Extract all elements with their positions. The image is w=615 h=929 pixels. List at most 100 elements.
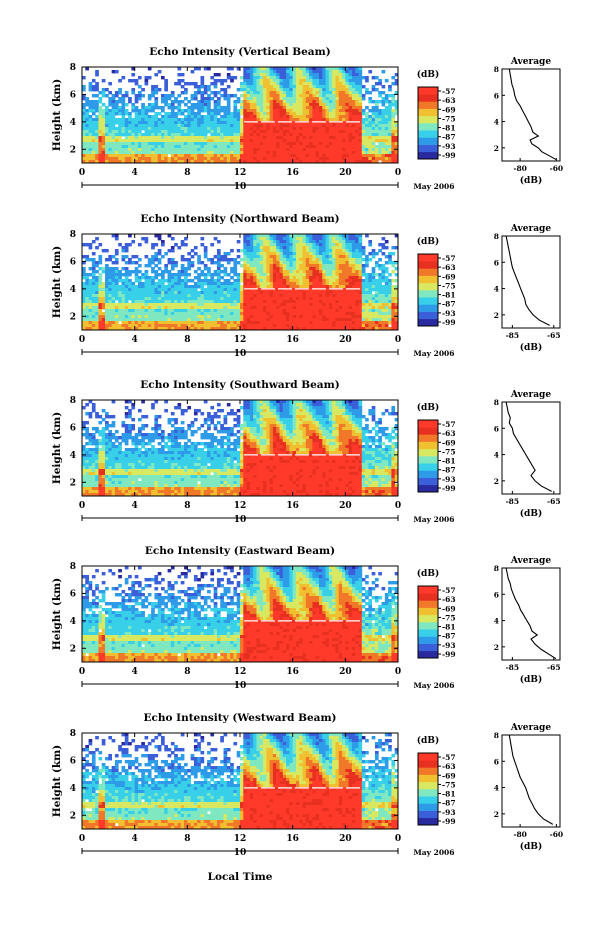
heatmap-cell xyxy=(299,73,303,77)
heatmap-cell xyxy=(358,237,363,241)
heatmap-cell xyxy=(128,327,132,331)
heatmap-cell xyxy=(91,267,96,271)
heatmap-cell xyxy=(243,237,247,241)
heatmap-cell xyxy=(319,288,323,292)
heatmap-cell xyxy=(263,118,267,122)
heatmap-cell xyxy=(111,276,116,280)
heatmap-cell xyxy=(279,270,284,274)
heatmap-cell xyxy=(391,157,396,161)
heatmap-cell xyxy=(279,142,284,146)
heatmap-cell xyxy=(151,157,155,161)
heatmap-cell xyxy=(319,70,323,74)
heatmap-cell xyxy=(374,154,379,158)
heatmap-cell xyxy=(295,288,300,292)
heatmap-cell xyxy=(200,121,205,125)
heatmap-cell xyxy=(82,136,86,140)
heatmap-cell xyxy=(210,127,215,131)
heatmap-cell xyxy=(263,240,267,244)
heatmap-cell xyxy=(111,127,116,131)
heatmap-cell xyxy=(305,67,310,71)
heatmap-cell xyxy=(95,270,99,274)
heatmap-cell xyxy=(338,79,343,83)
heatmap-cell xyxy=(312,318,317,322)
heatmap-cell xyxy=(374,303,379,307)
heatmap-cell xyxy=(154,136,159,140)
heatmap-cell xyxy=(82,151,86,155)
heatmap-cell xyxy=(105,276,109,280)
heatmap-cell xyxy=(249,160,254,164)
heatmap-cell xyxy=(325,237,330,241)
heatmap-cell xyxy=(170,133,175,137)
heatmap-cell xyxy=(157,258,162,262)
heatmap-cell xyxy=(322,112,326,116)
heatmap-cell xyxy=(328,267,333,271)
heatmap xyxy=(82,67,399,164)
heatmap-cell xyxy=(101,118,106,122)
heatmap-cell xyxy=(365,157,369,161)
heatmap-cell xyxy=(289,318,294,322)
heatmap-cell xyxy=(243,243,247,247)
heatmap-cell xyxy=(88,279,93,283)
heatmap-cell xyxy=(348,145,353,149)
heatmap-cell xyxy=(368,273,373,277)
heatmap-cell xyxy=(236,303,241,307)
heatmap-cell xyxy=(276,300,280,304)
heatmap-cell xyxy=(131,261,136,265)
heatmap-cell xyxy=(180,121,185,125)
heatmap-cell xyxy=(263,103,267,107)
heatmap xyxy=(82,234,399,331)
heatmap-cell xyxy=(137,324,142,328)
heatmap-cell xyxy=(302,240,307,244)
heatmap-cell xyxy=(216,79,221,83)
heatmap-cell xyxy=(381,124,386,128)
heatmap-cell xyxy=(128,124,132,128)
heatmap-cell xyxy=(137,327,142,331)
heatmap-cell xyxy=(108,145,113,149)
heatmap-cell xyxy=(98,309,103,313)
heatmap-cell xyxy=(338,160,343,164)
heatmap-cell xyxy=(177,321,182,325)
heatmap-cell xyxy=(114,306,119,310)
heatmap-cell xyxy=(378,100,382,104)
heatmap-cell xyxy=(309,240,313,244)
heatmap-cell xyxy=(309,157,313,161)
heatmap-cell xyxy=(216,160,221,164)
heatmap-cell xyxy=(88,151,93,155)
heatmap-cell xyxy=(269,79,274,83)
heatmap-cell xyxy=(266,291,271,295)
heatmap-cell xyxy=(292,297,297,301)
heatmap-cell xyxy=(266,318,271,322)
heatmap-cell xyxy=(233,109,238,113)
heatmap-cell xyxy=(335,288,340,292)
heatmap-cell xyxy=(302,315,307,319)
heatmap-cell xyxy=(355,249,359,253)
heatmap-cell xyxy=(233,297,238,301)
heatmap-cell xyxy=(233,142,238,146)
heatmap-cell xyxy=(269,255,274,259)
heatmap-cell xyxy=(338,300,343,304)
heatmap-cell xyxy=(368,124,373,128)
heatmap-cell xyxy=(223,121,228,125)
heatmap-cell xyxy=(210,109,215,113)
heatmap-cell xyxy=(170,145,175,149)
heatmap-cell xyxy=(111,306,116,310)
heatmap-cell xyxy=(292,309,297,313)
heatmap-cell xyxy=(187,279,192,283)
heatmap-cell xyxy=(174,97,178,101)
heatmap-cell xyxy=(124,270,129,274)
heatmap-cell xyxy=(292,240,297,244)
heatmap-cell xyxy=(124,139,129,143)
heatmap-cell xyxy=(98,279,103,283)
heatmap-cell xyxy=(263,139,267,143)
heatmap-cell xyxy=(282,267,287,271)
heatmap-cell xyxy=(243,136,247,140)
heatmap-cell xyxy=(98,273,103,277)
heatmap-cell xyxy=(332,88,336,92)
heatmap-cell xyxy=(335,306,340,310)
heatmap-cell xyxy=(230,327,234,331)
heatmap-cell xyxy=(328,145,333,149)
heatmap-cell xyxy=(365,88,369,92)
heatmap-cell xyxy=(272,145,277,149)
heatmap-cell xyxy=(197,318,201,322)
heatmap-cell xyxy=(286,282,290,286)
